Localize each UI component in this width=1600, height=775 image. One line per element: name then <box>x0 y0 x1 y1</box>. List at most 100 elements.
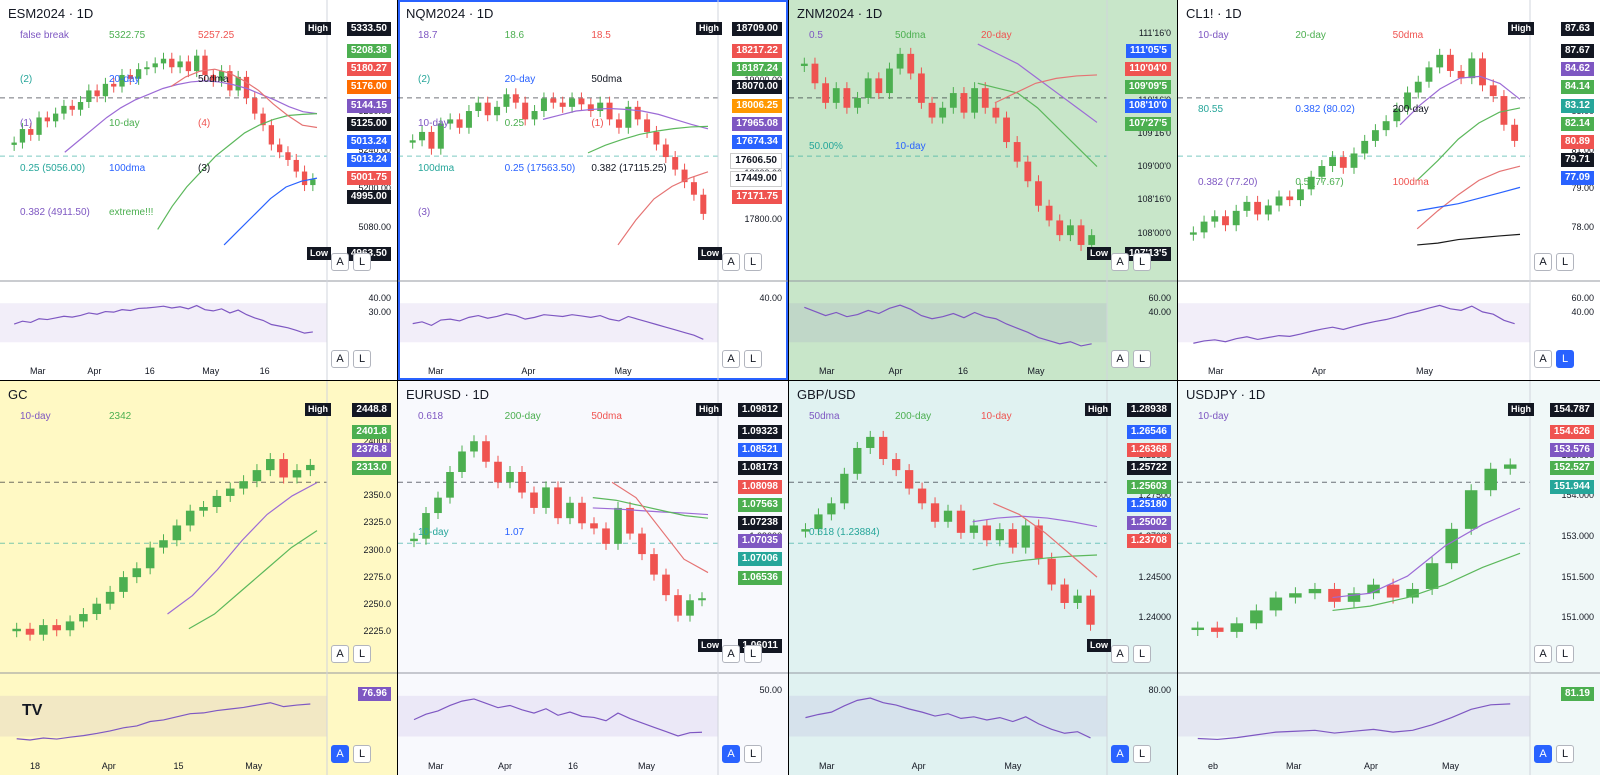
price-label: 1.08521 <box>737 443 782 458</box>
auto-scale-button[interactable]: A <box>1111 253 1129 271</box>
price-label: 1.06536 <box>737 570 782 585</box>
candle-body <box>638 533 646 555</box>
candle-body <box>662 144 669 158</box>
chart-annotation: 5322.75 <box>109 30 146 41</box>
candle-body <box>1457 70 1465 79</box>
candle-body <box>614 507 622 544</box>
auto-scale-button[interactable]: A <box>1534 350 1552 368</box>
price-tick-label: 81.00 <box>1571 144 1594 155</box>
price-tick-label: 2350.0 <box>363 490 391 501</box>
chart-annotation: 10-day <box>20 411 51 422</box>
candle-body <box>602 528 610 544</box>
price-label: 5208.38 <box>346 44 391 58</box>
log-scale-button[interactable]: L <box>1133 645 1151 663</box>
auto-scale-button[interactable]: A <box>1111 745 1129 763</box>
price-tick-label: 108'00'0 <box>1137 227 1171 238</box>
log-scale-button[interactable]: L <box>353 350 371 368</box>
rsi-tick-label: 40.00 <box>759 293 782 303</box>
candle-body <box>135 69 142 79</box>
auto-scale-button[interactable]: A <box>1534 745 1552 763</box>
candle-body <box>939 107 947 118</box>
price-tick-label: 1.24500 <box>1138 571 1171 582</box>
log-scale-button[interactable]: L <box>1133 745 1151 763</box>
price-tick-label: 2250.0 <box>363 598 391 609</box>
high-value: 87.63 <box>1560 22 1594 36</box>
candle-body <box>969 525 979 533</box>
time-axis-label: May <box>1442 761 1460 771</box>
candle-body <box>674 595 682 616</box>
log-scale-button[interactable]: L <box>1556 350 1574 368</box>
auto-scale-button[interactable]: A <box>1534 645 1552 663</box>
candle-body <box>540 98 547 112</box>
log-scale-button[interactable]: L <box>744 745 762 763</box>
chart-annotation: 200-day <box>1392 103 1429 115</box>
log-scale-button[interactable]: L <box>744 350 762 368</box>
log-scale-button[interactable]: L <box>744 645 762 663</box>
chart-annotation: 20-day <box>981 30 1012 41</box>
auto-scale-button[interactable]: A <box>722 253 740 271</box>
log-scale-button[interactable]: L <box>353 645 371 663</box>
price-label: 87.67 <box>1560 44 1594 58</box>
log-scale-button[interactable]: L <box>353 253 371 271</box>
time-axis-label: 16 <box>144 366 155 376</box>
candle-body <box>892 459 901 471</box>
log-scale-button[interactable]: L <box>1556 645 1574 663</box>
log-scale-button[interactable]: L <box>744 253 762 271</box>
ma-line-50dma <box>1416 165 1521 230</box>
auto-scale-button[interactable]: A <box>722 350 740 368</box>
candle-body <box>1254 201 1262 215</box>
candle-body <box>227 71 233 91</box>
auto-scale-button[interactable]: A <box>331 645 349 663</box>
low-label: Low <box>307 247 331 260</box>
price-label: 83.12 <box>1560 98 1594 113</box>
auto-scale-button[interactable]: A <box>1111 350 1129 368</box>
chart-annotation: 0.618 (1.23884) <box>809 527 880 538</box>
candle-body <box>94 90 100 97</box>
ma-line-20-day <box>1332 552 1521 612</box>
chart-canvas <box>1178 0 1600 380</box>
candle-body <box>1425 563 1439 589</box>
auto-scale-button[interactable]: A <box>722 745 740 763</box>
high-label: High <box>305 403 331 416</box>
rsi-band <box>789 303 1107 343</box>
chart-annotation: 0.618 <box>418 411 444 422</box>
ma-line-10-day <box>611 481 709 574</box>
auto-scale-button[interactable]: A <box>331 350 349 368</box>
chart-annotation: 10-day <box>895 140 926 152</box>
chart-canvas <box>789 381 1177 775</box>
candle-body <box>235 76 241 91</box>
candle-body <box>1361 140 1369 154</box>
ma-line-200-day <box>1417 186 1521 212</box>
chart-annotation: false break <box>20 30 69 41</box>
auto-scale-button[interactable]: A <box>1534 253 1552 271</box>
chart-annotation: 100dma <box>1392 177 1429 189</box>
log-scale-button[interactable]: L <box>1133 253 1151 271</box>
log-scale-button[interactable]: L <box>1133 350 1151 368</box>
auto-scale-button[interactable]: A <box>1111 645 1129 663</box>
ma-line-200-day <box>972 554 1098 571</box>
candle-body <box>578 502 586 524</box>
candle-body <box>1329 157 1337 167</box>
candle-body <box>92 603 102 615</box>
candle-body <box>1073 595 1082 603</box>
time-axis-label: 18 <box>30 761 41 771</box>
log-scale-button[interactable]: L <box>1556 745 1574 763</box>
candle-body <box>1275 196 1283 206</box>
log-scale-button[interactable]: L <box>353 745 371 763</box>
chart-annotation: 1.07 <box>504 527 525 538</box>
auto-scale-button[interactable]: A <box>331 745 349 763</box>
candle-body <box>879 436 888 460</box>
price-label: 1.07035 <box>737 534 782 549</box>
log-scale-button[interactable]: L <box>1556 253 1574 271</box>
auto-scale-button[interactable]: A <box>331 253 349 271</box>
candle-body <box>832 88 840 103</box>
ma-line-200-day <box>592 507 709 516</box>
candle-body <box>1489 85 1497 97</box>
auto-scale-button[interactable]: A <box>722 645 740 663</box>
candle-body <box>550 98 557 103</box>
ma-line-10-day <box>1399 75 1521 126</box>
candle-body <box>1297 189 1304 201</box>
candle-body <box>1035 181 1042 206</box>
candle-body <box>1484 468 1497 491</box>
